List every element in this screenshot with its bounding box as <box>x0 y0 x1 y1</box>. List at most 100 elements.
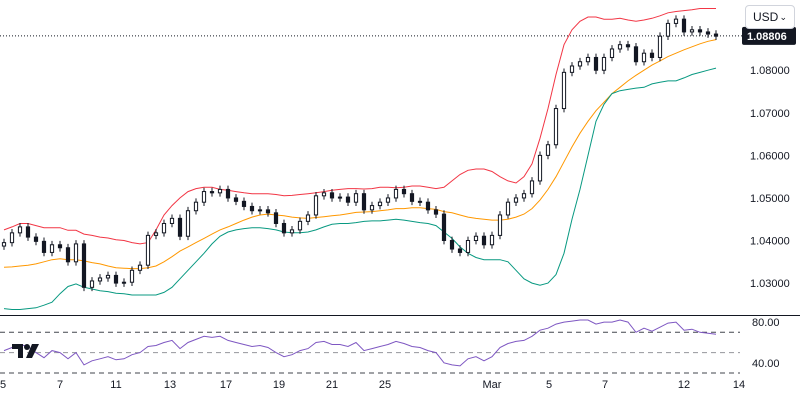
candle-body <box>417 200 423 203</box>
candle <box>313 191 319 219</box>
candle-body <box>697 29 703 33</box>
candle <box>417 197 423 207</box>
time-tick-label: 7 <box>57 379 63 391</box>
candle <box>633 42 639 66</box>
rsi-pane[interactable]: 80.00 40.00 <box>0 317 780 374</box>
price-tick-label: 1.08000 <box>750 65 790 77</box>
candle <box>217 185 223 197</box>
candle <box>233 194 239 206</box>
candle-body <box>585 56 591 63</box>
candle <box>585 53 591 66</box>
candle-body <box>569 65 575 73</box>
candle-body <box>129 269 135 283</box>
candle-body <box>457 248 463 253</box>
candle <box>41 237 47 257</box>
chevron-down-icon: ⌄ <box>779 11 787 22</box>
candle-body <box>465 240 471 253</box>
time-tick-label: 19 <box>273 379 285 391</box>
price-tick-label: 1.05000 <box>750 193 790 205</box>
candle <box>689 25 695 36</box>
candle-body <box>673 18 679 24</box>
candle <box>513 194 519 207</box>
candle-body <box>97 277 103 282</box>
time-tick-label: 25 <box>379 379 391 391</box>
time-tick-label: 7 <box>602 379 608 391</box>
candle-body <box>393 188 399 199</box>
candle-body <box>281 222 287 234</box>
candle-body <box>337 196 343 199</box>
candle <box>577 57 583 70</box>
candle-body <box>137 264 143 271</box>
last-price-label: 1.08806 <box>747 31 787 43</box>
bollinger-basis <box>3 39 717 270</box>
candle-body <box>545 144 551 156</box>
price-axis[interactable]: 1.03000 1.04000 1.05000 1.06000 1.07000 1.080… <box>750 23 790 290</box>
candle <box>257 206 263 215</box>
candle-body <box>49 244 55 253</box>
currency-label: USD <box>753 10 779 24</box>
candle <box>505 198 511 219</box>
candle <box>481 232 487 249</box>
candle <box>193 198 199 215</box>
price-pane[interactable] <box>1 8 719 310</box>
time-axis[interactable]: 5 7 11 13 17 19 21 25 Mar 5 7 12 14 <box>0 379 745 391</box>
rsi-tick-label: 40.00 <box>752 358 780 370</box>
candle <box>409 189 415 206</box>
candle <box>433 206 439 218</box>
candle <box>33 233 39 246</box>
candle <box>369 201 375 214</box>
time-tick-label: 5 <box>0 379 6 391</box>
candle-body <box>521 193 527 199</box>
candle-body <box>537 154 543 182</box>
candle <box>97 274 103 285</box>
tradingview-logo <box>12 344 39 358</box>
candle <box>521 189 527 202</box>
candle <box>57 240 63 252</box>
candle-body <box>201 191 207 203</box>
candle-body <box>657 35 663 58</box>
candle-body <box>713 33 719 37</box>
candle <box>449 236 455 253</box>
candle-body <box>169 217 175 224</box>
candle <box>337 193 343 202</box>
candle <box>161 219 167 237</box>
currency-selector[interactable]: USD ⌄ <box>745 5 795 29</box>
candle <box>113 271 119 287</box>
candle <box>657 32 663 62</box>
candle-body <box>25 226 31 238</box>
candle-body <box>505 201 511 216</box>
candle <box>473 232 479 245</box>
candle-body <box>73 243 79 263</box>
candle <box>361 189 367 214</box>
candle <box>497 211 503 240</box>
candle-body <box>209 191 215 194</box>
candle-body <box>489 234 495 246</box>
candle-body <box>321 192 327 197</box>
candle-body <box>665 22 671 37</box>
candle-body <box>689 29 695 33</box>
candle-body <box>641 52 647 63</box>
candle-body <box>153 232 159 236</box>
candle-body <box>649 52 655 58</box>
candle <box>1 238 7 250</box>
candle-body <box>353 193 359 203</box>
candle-body <box>121 281 127 284</box>
candle-body <box>81 243 87 288</box>
candle <box>241 197 247 211</box>
candle <box>713 30 719 41</box>
candle-body <box>577 61 583 67</box>
candle <box>9 229 15 247</box>
candle-body <box>433 209 439 215</box>
candle <box>153 229 159 240</box>
candle <box>489 231 495 249</box>
candle-body <box>249 205 255 212</box>
candle <box>145 231 151 270</box>
candle-body <box>65 247 71 263</box>
time-tick-label: 5 <box>546 379 552 391</box>
candle-body <box>177 217 183 237</box>
candle <box>297 217 303 234</box>
candle <box>201 187 207 207</box>
candle <box>545 140 551 160</box>
time-tick-label: 12 <box>678 379 690 391</box>
